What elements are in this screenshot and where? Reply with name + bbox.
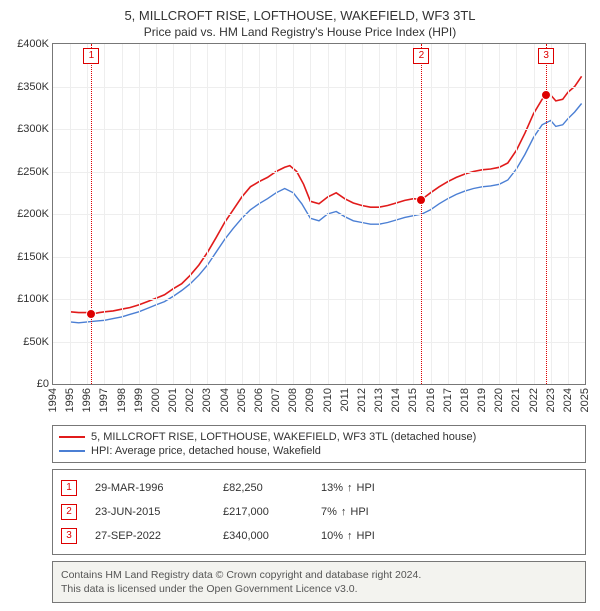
legend-swatch [59, 450, 85, 452]
x-tick-label: 1997 [98, 388, 110, 412]
x-tick-label: 2016 [425, 388, 437, 412]
x-tick-label: 2020 [493, 388, 505, 412]
chart-subtitle: Price paid vs. HM Land Registry's House … [8, 25, 592, 39]
event-guideline [91, 44, 92, 384]
chart-title: 5, MILLCROFT RISE, LOFTHOUSE, WAKEFIELD,… [8, 8, 592, 23]
attribution-footer: Contains HM Land Registry data © Crown c… [52, 561, 586, 603]
legend-item: 5, MILLCROFT RISE, LOFTHOUSE, WAKEFIELD,… [59, 430, 579, 444]
event-badge: 2 [61, 504, 77, 520]
arrow-up-icon: ↑ [347, 482, 353, 494]
event-badge: 1 [61, 480, 77, 496]
x-tick-label: 2011 [339, 388, 351, 412]
event-date: 23-JUN-2015 [95, 506, 205, 518]
x-tick-label: 2010 [322, 388, 334, 412]
x-tick-label: 2014 [390, 388, 402, 412]
y-tick-label: £50K [23, 336, 49, 348]
series-line [70, 76, 581, 314]
x-tick-label: 1996 [81, 388, 93, 412]
x-tick-label: 2000 [150, 388, 162, 412]
event-marker [86, 309, 96, 319]
chart-container: 5, MILLCROFT RISE, LOFTHOUSE, WAKEFIELD,… [0, 0, 600, 611]
legend-label: HPI: Average price, detached house, Wake… [91, 445, 321, 457]
footer-line: Contains HM Land Registry data © Crown c… [61, 568, 577, 582]
y-tick-label: £150K [17, 251, 49, 263]
event-badge: 3 [538, 48, 554, 64]
legend-item: HPI: Average price, detached house, Wake… [59, 444, 579, 458]
y-tick-label: £300K [17, 123, 49, 135]
y-tick-label: £100K [17, 293, 49, 305]
x-tick-label: 1999 [133, 388, 145, 412]
x-tick-label: 2023 [545, 388, 557, 412]
x-tick-label: 2006 [253, 388, 265, 412]
event-price: £217,000 [223, 506, 303, 518]
footer-line: This data is licensed under the Open Gov… [61, 582, 577, 596]
event-guideline [421, 44, 422, 384]
event-row: 3 27-SEP-2022 £340,000 10% ↑ HPI [61, 524, 577, 548]
arrow-up-icon: ↑ [347, 530, 353, 542]
x-tick-label: 2022 [528, 388, 540, 412]
y-tick-label: £250K [17, 166, 49, 178]
event-date: 29-MAR-1996 [95, 482, 205, 494]
plot-area: £0£50K£100K£150K£200K£250K£300K£350K£400… [52, 43, 586, 385]
event-marker [416, 195, 426, 205]
event-row: 1 29-MAR-1996 £82,250 13% ↑ HPI [61, 476, 577, 500]
x-tick-label: 2017 [442, 388, 454, 412]
event-badge: 1 [83, 48, 99, 64]
event-price: £340,000 [223, 530, 303, 542]
x-tick-label: 2013 [373, 388, 385, 412]
x-tick-label: 2012 [356, 388, 368, 412]
event-delta: 7% ↑ HPI [321, 506, 369, 518]
x-tick-label: 2007 [270, 388, 282, 412]
event-badge: 2 [413, 48, 429, 64]
x-tick-label: 2001 [167, 388, 179, 412]
x-tick-label: 2009 [304, 388, 316, 412]
x-tick-label: 2005 [236, 388, 248, 412]
event-badge: 3 [61, 528, 77, 544]
x-tick-label: 2004 [219, 388, 231, 412]
events-table: 1 29-MAR-1996 £82,250 13% ↑ HPI 2 23-JUN-2015… [52, 469, 586, 555]
event-price: £82,250 [223, 482, 303, 494]
x-tick-label: 2018 [459, 388, 471, 412]
legend-swatch [59, 436, 85, 438]
x-tick-label: 1995 [64, 388, 76, 412]
arrow-up-icon: ↑ [341, 506, 347, 518]
event-marker [541, 90, 551, 100]
x-tick-label: 2019 [476, 388, 488, 412]
x-tick-label: 2025 [579, 388, 591, 412]
event-row: 2 23-JUN-2015 £217,000 7% ↑ HPI [61, 500, 577, 524]
x-tick-label: 2003 [201, 388, 213, 412]
x-tick-label: 2024 [562, 388, 574, 412]
x-tick-label: 2008 [287, 388, 299, 412]
legend: 5, MILLCROFT RISE, LOFTHOUSE, WAKEFIELD,… [52, 425, 586, 463]
x-tick-label: 1998 [116, 388, 128, 412]
event-date: 27-SEP-2022 [95, 530, 205, 542]
y-tick-label: £350K [17, 81, 49, 93]
x-tick-label: 2015 [407, 388, 419, 412]
event-delta: 10% ↑ HPI [321, 530, 375, 542]
x-tick-label: 2002 [184, 388, 196, 412]
y-tick-label: £400K [17, 38, 49, 50]
event-delta: 13% ↑ HPI [321, 482, 375, 494]
x-tick-label: 1994 [47, 388, 59, 412]
legend-label: 5, MILLCROFT RISE, LOFTHOUSE, WAKEFIELD,… [91, 431, 476, 443]
x-tick-label: 2021 [510, 388, 522, 412]
y-tick-label: £200K [17, 208, 49, 220]
